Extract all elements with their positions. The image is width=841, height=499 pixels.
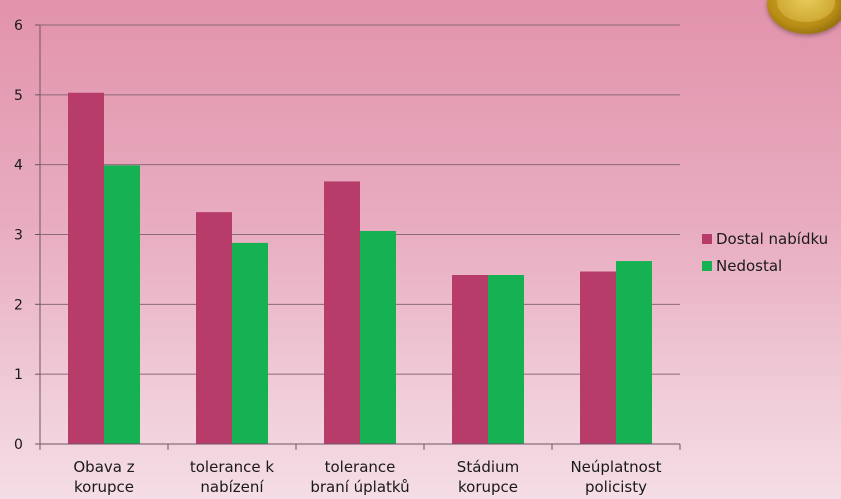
legend-swatch [702, 261, 712, 271]
x-tick-label: Obava z [73, 458, 134, 476]
bar [324, 181, 360, 444]
y-tick-label: 5 [14, 88, 23, 104]
bars [68, 92, 652, 445]
bar [616, 261, 652, 444]
bar [452, 275, 488, 444]
x-tick-label: korupce [74, 478, 134, 496]
bar [196, 212, 232, 444]
y-tick-label: 2 [14, 297, 23, 313]
bar [488, 275, 524, 444]
y-tick-label: 6 [14, 18, 23, 34]
axes: 0 1 2 3 4 5 6 Obava z korupce tolerance k nabízení… [14, 18, 681, 496]
x-tick-label: tolerance k [190, 458, 275, 476]
bar [68, 92, 104, 444]
y-tick-label: 1 [14, 367, 23, 383]
legend: Dostal nabídku Nedostal [702, 230, 828, 275]
legend-swatch [702, 234, 712, 244]
legend-label: Nedostal [716, 257, 782, 275]
bar [232, 242, 268, 444]
x-tick-label: braní úplatků [310, 478, 409, 496]
bar [360, 231, 396, 444]
y-tick-label: 4 [14, 158, 23, 174]
x-tick-label: korupce [458, 478, 518, 496]
x-tick-label: policisty [585, 478, 647, 496]
y-tick-label: 3 [14, 228, 23, 244]
y-tick-label: 0 [14, 437, 23, 453]
bar [580, 271, 616, 444]
x-tick-label: Neúplatnost [570, 458, 661, 476]
x-tick-label: Stádium [457, 458, 519, 476]
x-tick-label: nabízení [200, 478, 264, 496]
legend-label: Dostal nabídku [716, 230, 828, 248]
bar [104, 165, 140, 445]
x-tick-label: tolerance [325, 458, 396, 476]
